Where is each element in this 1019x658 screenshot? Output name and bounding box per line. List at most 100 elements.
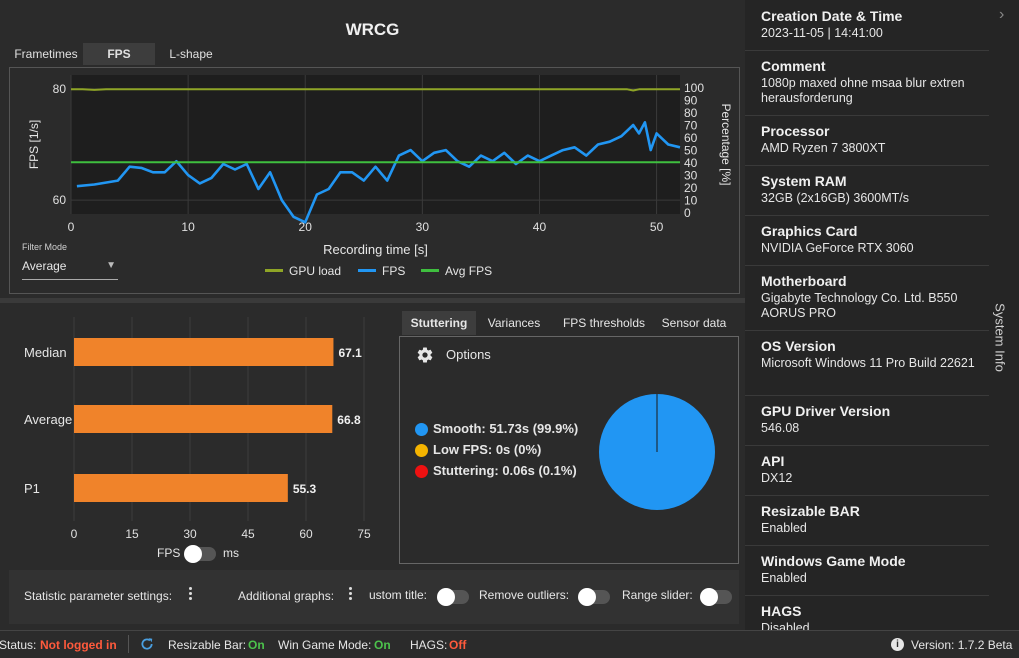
sys-info-title: Creation Date & Time <box>761 8 902 24</box>
sys-info-value: 2023-11-05 | 14:41:00 <box>761 26 976 41</box>
fps-ms-toggle[interactable] <box>186 547 216 561</box>
bar-x-tick-label: 45 <box>241 527 255 541</box>
resizable-bar-value: On <box>248 638 265 652</box>
sys-info-title: HAGS <box>761 603 801 619</box>
tab-l-shape[interactable]: L-shape <box>155 43 227 65</box>
tab-fps[interactable]: FPS <box>83 43 155 65</box>
sys-info-value: 32GB (2x16GB) 3600MT/s <box>761 191 976 206</box>
legend-swatch-avg <box>421 269 439 272</box>
range-slider-toggle[interactable] <box>702 590 732 604</box>
win-game-mode-label: Win Game Mode: <box>278 638 371 652</box>
sys-info-item: HAGS Disabled <box>745 595 989 630</box>
chevron-down-icon: ▼ <box>106 260 116 271</box>
tab-sensor-data[interactable]: Sensor data <box>656 311 732 335</box>
options-label: Options <box>446 347 491 362</box>
settings-strip: Statistic parameter settings: Additional… <box>9 570 739 624</box>
bar-median <box>74 338 333 366</box>
version-text: Version: 1.7.2 Beta <box>911 638 1012 652</box>
y2-tick-label: 20 <box>684 181 698 195</box>
sys-info-title: Comment <box>761 58 826 74</box>
x-tick-label: 0 <box>68 220 75 234</box>
legend-label: FPS <box>382 264 405 278</box>
low-fps-dot-icon <box>415 444 428 457</box>
x-tick-label: 10 <box>181 220 195 234</box>
legend-avg-fps[interactable]: Avg FPS <box>421 264 492 278</box>
stutter-pie-chart <box>596 391 718 513</box>
bar-x-tick-label: 75 <box>357 527 371 541</box>
sys-info-value: 546.08 <box>761 421 976 436</box>
resizable-bar-label: Resizable Bar: <box>168 638 246 652</box>
x-tick-label: 30 <box>416 220 430 234</box>
y2-tick-label: 10 <box>684 194 698 208</box>
sys-info-value: Enabled <box>761 571 976 586</box>
legend-fps[interactable]: FPS <box>358 264 405 278</box>
tab-frametimes[interactable]: Frametimes <box>9 43 83 65</box>
filter-mode-select[interactable]: Average ▼ <box>22 257 118 280</box>
legend-gpu-load[interactable]: GPU load <box>265 264 341 278</box>
stuttering-panel: Options Smooth: 51.73s (99.9%) Low FPS: … <box>399 336 739 564</box>
y2-axis-label: Percentage [%] <box>719 103 733 185</box>
y2-tick-label: 80 <box>684 106 698 120</box>
custom-title-label: ustom title: <box>369 588 427 602</box>
smooth-text: Smooth: 51.73s (99.9%) <box>433 421 578 436</box>
additional-graphs-label: Additional graphs: <box>238 589 334 603</box>
tab-variances[interactable]: Variances <box>478 311 550 335</box>
ms-unit-label: ms <box>223 546 239 560</box>
filter-mode-value: Average <box>22 259 66 273</box>
filter-mode-label: Filter Mode <box>22 242 67 252</box>
y-tick-label: 60 <box>53 193 67 207</box>
info-icon[interactable]: i <box>891 638 904 651</box>
tab-stuttering[interactable]: Stuttering <box>402 311 476 335</box>
login-status-link[interactable]: Not logged in <box>40 638 117 652</box>
status-bar: Status: Not logged in Resizable Bar: On … <box>0 630 1019 658</box>
bar-average <box>74 405 332 433</box>
system-info-sidebar: Creation Date & Time 2023-11-05 | 14:41:0… <box>745 0 1019 630</box>
sys-info-title: API <box>761 453 784 469</box>
toggle-knob <box>578 588 596 606</box>
status-separator <box>128 635 129 653</box>
toggle-knob <box>437 588 455 606</box>
refresh-icon[interactable] <box>140 637 154 651</box>
hags-label: HAGS: <box>410 638 447 652</box>
statistic-settings-menu-icon[interactable] <box>189 585 193 605</box>
y-tick-label: 80 <box>53 82 67 96</box>
tab-fps-thresholds[interactable]: FPS thresholds <box>556 311 652 335</box>
y2-tick-label: 70 <box>684 119 698 133</box>
bar-value-label: 67.1 <box>338 346 362 360</box>
sys-info-item: Creation Date & Time 2023-11-05 | 14:41:0… <box>745 0 989 51</box>
sys-info-value: Disabled <box>761 621 976 630</box>
sys-info-value: Microsoft Windows 11 Pro Build 22621 <box>761 356 976 371</box>
x-tick-label: 40 <box>533 220 547 234</box>
bar-category-label: Average <box>24 412 72 427</box>
system-info-label: System Info <box>993 298 1008 378</box>
bar-x-tick-label: 30 <box>183 527 197 541</box>
sys-info-value: DX12 <box>761 471 976 486</box>
custom-title-toggle[interactable] <box>439 590 469 604</box>
sys-info-value: Enabled <box>761 521 976 536</box>
additional-graphs-menu-icon[interactable] <box>349 585 353 605</box>
stuttering-dot-icon <box>415 465 428 478</box>
chevron-right-icon[interactable]: › <box>999 6 1004 24</box>
remove-outliers-toggle[interactable] <box>580 590 610 604</box>
toggle-knob <box>700 588 718 606</box>
x-tick-label: 50 <box>650 220 664 234</box>
x-axis-label: Recording time [s] <box>323 242 428 257</box>
bar-value-label: 55.3 <box>293 482 317 496</box>
y2-tick-label: 50 <box>684 144 698 158</box>
sys-info-title: Processor <box>761 123 829 139</box>
range-slider-label: Range slider: <box>622 588 693 602</box>
sys-info-title: GPU Driver Version <box>761 403 890 419</box>
system-info-tab[interactable]: System Info <box>990 300 1010 380</box>
page-title: WRCG <box>0 20 745 40</box>
y2-tick-label: 90 <box>684 94 698 108</box>
plot-area <box>71 75 680 214</box>
